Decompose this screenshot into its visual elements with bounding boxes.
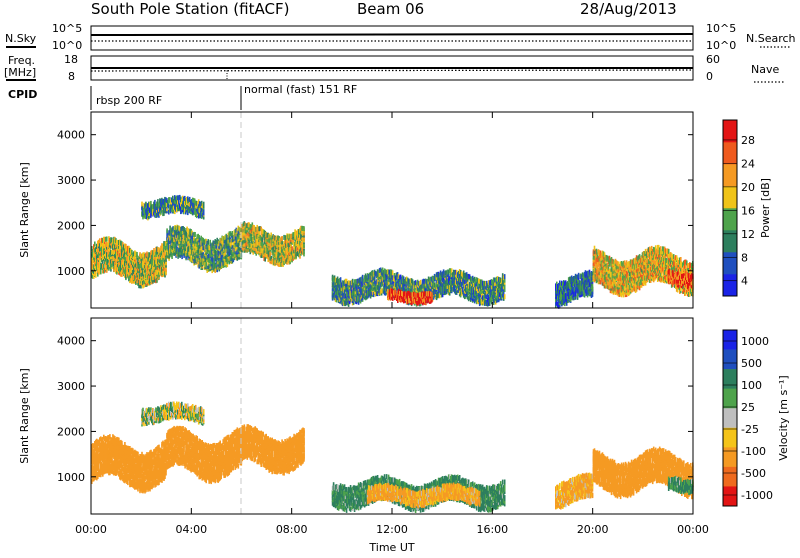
nave-tick-bottom: 0: [706, 70, 713, 83]
power-cell: [106, 237, 108, 242]
nave-tick-top: 60: [706, 53, 720, 66]
power-cell: [392, 270, 394, 275]
power-cell: [592, 284, 594, 289]
nsearch-tick-top: 10^5: [706, 22, 736, 35]
nsky-label: N.Sky: [5, 32, 37, 45]
power-cell: [504, 274, 506, 279]
freq-panel: Freq. [MHz] 18 8 60 0 Nave: [4, 53, 784, 83]
power-cell: [207, 239, 209, 244]
cpid-mode-2: normal (fast) 151 RF: [244, 83, 357, 96]
power-cell: [141, 202, 143, 207]
nsearch-label: N.Search: [746, 32, 796, 45]
power-cell: [303, 226, 305, 231]
station-title: South Pole Station (fitACF): [91, 0, 289, 18]
power-cell: [94, 242, 96, 247]
nave-label: Nave: [751, 63, 779, 76]
power-cell: [420, 280, 422, 285]
power-cell: [424, 291, 426, 296]
power-cell: [194, 232, 196, 237]
power-cell: [136, 252, 138, 257]
noise-panel-frame: [91, 26, 693, 50]
power-cell: [340, 277, 342, 282]
power-cell: [578, 273, 580, 278]
power-cell: [431, 292, 433, 297]
date-title: 28/Aug/2013: [580, 0, 677, 18]
nsearch-tick-bottom: 10^0: [706, 39, 736, 52]
noise-panel: N.Sky 10^5 10^0 10^5 10^0 N.Search: [5, 22, 796, 52]
power-cell: [281, 236, 283, 241]
nave-trace: [91, 70, 693, 71]
power-cell: [100, 269, 102, 274]
beam-title: Beam 06: [357, 0, 424, 18]
power-cell: [412, 279, 414, 284]
power-cell: [166, 228, 168, 233]
freq-tick-bottom: 8: [68, 70, 75, 83]
power-cell: [261, 237, 263, 242]
cpid-label: CPID: [8, 88, 37, 101]
freq-tick-top: 18: [64, 53, 78, 66]
power-cell: [203, 202, 205, 207]
nsky-tick-bottom: 10^0: [52, 39, 82, 52]
nsky-trace: [91, 34, 693, 35]
cpid-row: CPID rbsp 200 RF normal (fast) 151 RF: [8, 83, 357, 110]
nsky-tick-top: 10^5: [52, 22, 82, 35]
power-cell: [269, 251, 271, 256]
freq-label-line2: [MHz]: [4, 66, 36, 79]
power-cell: [504, 294, 506, 299]
cpid-mode-1: rbsp 200 RF: [96, 94, 162, 107]
